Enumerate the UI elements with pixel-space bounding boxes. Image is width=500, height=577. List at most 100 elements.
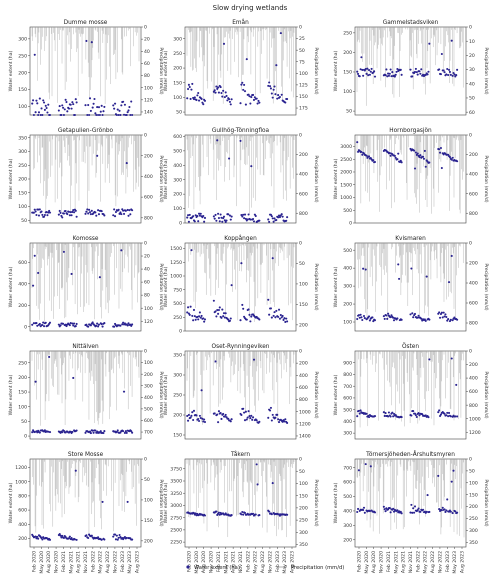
- extent-point: [84, 104, 87, 107]
- panel-title: Kvismaren: [395, 236, 426, 242]
- y-tick-label: 1250: [170, 260, 182, 266]
- extent-point: [102, 431, 105, 435]
- extent-point: [66, 213, 69, 216]
- extent-point: [199, 416, 202, 420]
- extent-point: [187, 419, 190, 422]
- x-tick-label: Nov 2021: [408, 551, 414, 573]
- extent-point: [101, 113, 104, 117]
- extent-point: [356, 317, 359, 321]
- extent-point: [37, 208, 40, 211]
- extent-point: [217, 410, 220, 413]
- extent-point: [382, 315, 385, 318]
- extent-point: [85, 323, 88, 326]
- y2-tick-label: 100: [299, 71, 308, 77]
- y2-axis-label: Precipitation (mm/d): [483, 155, 489, 202]
- y-tick-label: 200: [18, 375, 27, 381]
- extent-point: [416, 509, 419, 512]
- extent-point: [359, 68, 362, 71]
- extent-point: [356, 70, 359, 73]
- extent-point: [277, 308, 281, 311]
- extent-point: [212, 299, 215, 302]
- extent-point: [119, 536, 122, 539]
- extent-point: [362, 506, 366, 509]
- extent-point: [388, 507, 391, 510]
- extent-point: [96, 154, 99, 157]
- extent-point: [193, 220, 196, 223]
- extent-point: [216, 308, 219, 312]
- extent-point: [71, 322, 74, 325]
- extent-point: [62, 113, 65, 117]
- extent-point: [61, 534, 64, 537]
- x-tick-label: May 2022: [423, 551, 429, 574]
- extent-point: [221, 308, 224, 311]
- extent-point: [419, 72, 422, 75]
- extent-point: [223, 316, 226, 319]
- extent-point: [189, 305, 192, 308]
- panel-title: Dumme mosse: [64, 20, 108, 26]
- extent-point: [275, 219, 278, 222]
- y2-tick-label: 50: [299, 261, 305, 267]
- extent-point: [368, 69, 371, 72]
- y2-tick-label: 700: [144, 430, 153, 436]
- y-tick-label: 100: [343, 89, 352, 95]
- extent-point: [123, 103, 126, 106]
- y-tick-label: 2250: [170, 540, 182, 546]
- y-tick-label: 700: [343, 384, 352, 390]
- extent-point: [428, 42, 431, 45]
- y2-tick-label: 500: [144, 406, 153, 412]
- extent-point: [91, 321, 94, 324]
- extent-point: [451, 156, 454, 159]
- y-tick-label: 2500: [170, 527, 182, 533]
- extent-point: [251, 418, 254, 421]
- panel-11: Oset-Rynningeviken 150 200 250 300 350 0 200 400…: [163, 344, 319, 440]
- extent-point: [368, 416, 371, 419]
- extent-point: [191, 314, 194, 317]
- extent-point: [117, 208, 120, 211]
- extent-point: [95, 113, 98, 117]
- extent-point: [203, 420, 207, 424]
- extent-point: [358, 75, 361, 78]
- extent-point: [200, 314, 203, 317]
- extent-point: [213, 217, 216, 220]
- y2-tick-label: 200: [469, 261, 478, 267]
- extent-point: [131, 431, 134, 434]
- extent-point: [42, 321, 45, 324]
- extent-point: [250, 315, 253, 318]
- extent-point: [119, 324, 122, 327]
- y-tick-label: 200: [18, 536, 27, 542]
- extent-point: [57, 213, 60, 216]
- y2-tick-label: 300: [469, 528, 478, 534]
- extent-point: [74, 325, 77, 328]
- y-tick-label: 150: [343, 70, 352, 76]
- extent-point: [267, 298, 270, 301]
- extent-point: [197, 92, 200, 95]
- extent-point: [94, 429, 97, 432]
- y-tick-label: 150: [18, 87, 27, 93]
- extent-point: [277, 315, 280, 318]
- extent-point: [194, 512, 197, 515]
- extent-point: [97, 113, 100, 117]
- y-tick-label: 500: [343, 494, 352, 500]
- extent-point: [362, 267, 365, 270]
- y2-axis-label: Precipitation (mm/d): [158, 47, 164, 94]
- extent-point: [243, 411, 246, 414]
- extent-point: [126, 208, 129, 212]
- extent-point: [240, 83, 243, 86]
- extent-point: [195, 414, 198, 417]
- y2-tick-label: 100: [299, 481, 308, 487]
- extent-point: [203, 99, 207, 102]
- extent-point: [92, 102, 95, 105]
- extent-point: [270, 419, 273, 422]
- extent-point: [217, 212, 220, 215]
- x-tick-label: May 2023: [452, 551, 458, 574]
- y-tick-label: 3500: [170, 479, 182, 485]
- extent-point: [190, 88, 193, 91]
- y-tick-label: 300: [343, 523, 352, 529]
- x-tick-label: Aug 2021: [401, 551, 407, 573]
- y-tick-label: 3250: [170, 491, 182, 497]
- y-tick-label: 0: [24, 434, 27, 440]
- extent-point: [48, 431, 52, 434]
- extent-point: [449, 318, 452, 321]
- extent-point: [48, 209, 51, 213]
- extent-point: [187, 220, 190, 223]
